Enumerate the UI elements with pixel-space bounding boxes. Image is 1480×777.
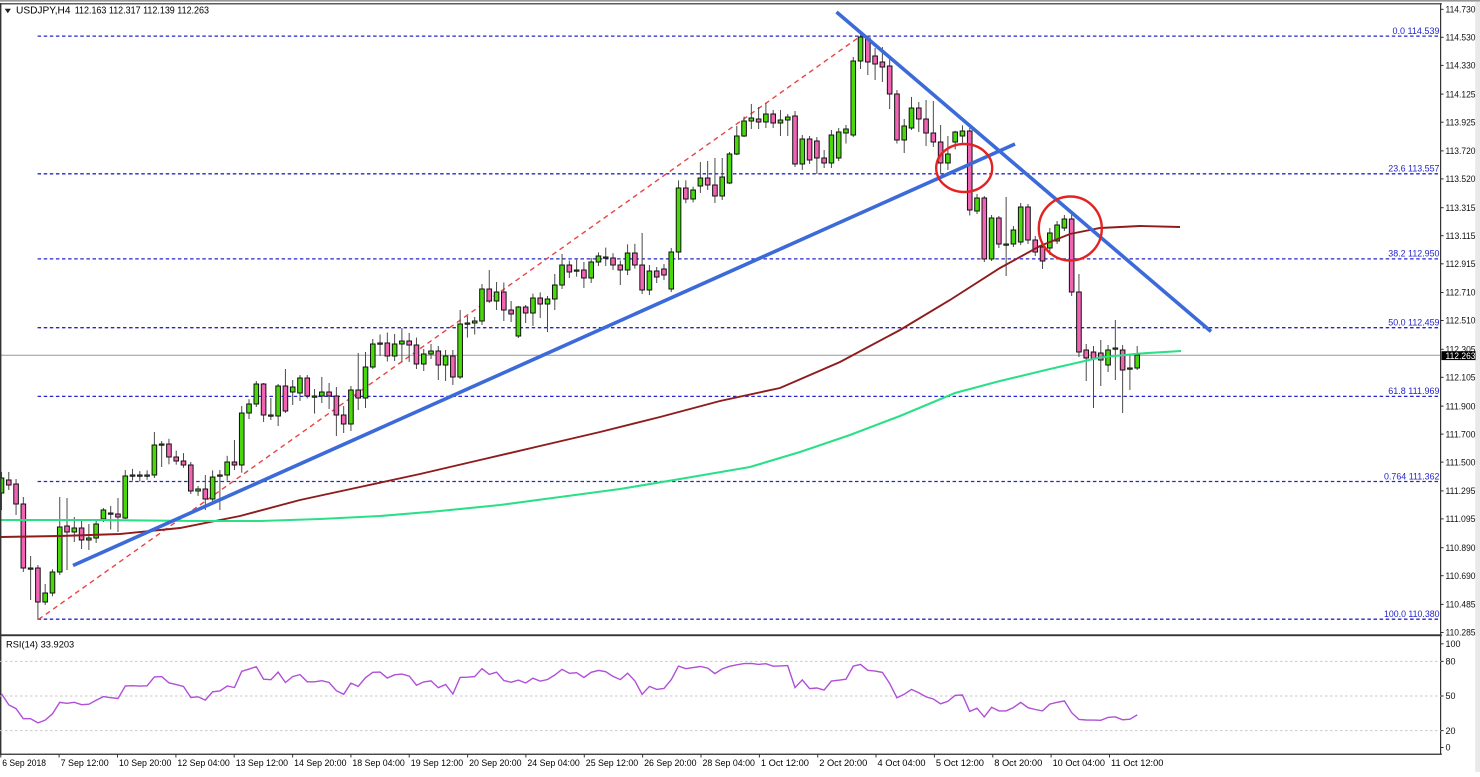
svg-text:112.263: 112.263: [1446, 351, 1476, 361]
svg-text:USDJPY,H4: USDJPY,H4: [16, 5, 71, 16]
svg-text:114.730: 114.730: [1446, 5, 1476, 15]
svg-text:110.890: 110.890: [1446, 543, 1476, 553]
svg-text:111.295: 111.295: [1446, 486, 1476, 496]
svg-text:110.690: 110.690: [1446, 571, 1476, 581]
svg-text:20 Sep 20:00: 20 Sep 20:00: [469, 758, 521, 769]
svg-text:RSI(14) 33.9203: RSI(14) 33.9203: [6, 640, 74, 650]
svg-text:110.485: 110.485: [1446, 600, 1476, 610]
svg-text:26 Sep 20:00: 26 Sep 20:00: [644, 758, 696, 769]
svg-text:100: 100: [1446, 639, 1461, 649]
svg-text:114.125: 114.125: [1446, 89, 1476, 99]
svg-text:13 Sep 12:00: 13 Sep 12:00: [236, 758, 288, 769]
svg-text:50: 50: [1446, 691, 1456, 701]
svg-text:24 Sep 04:00: 24 Sep 04:00: [527, 758, 579, 769]
svg-text:4 Oct 04:00: 4 Oct 04:00: [878, 758, 926, 769]
svg-text:28 Sep 04:00: 28 Sep 04:00: [703, 758, 755, 769]
svg-text:111.500: 111.500: [1446, 457, 1476, 467]
svg-text:7 Sep 12:00: 7 Sep 12:00: [61, 758, 109, 769]
svg-text:20: 20: [1446, 726, 1456, 736]
svg-text:113.520: 113.520: [1446, 174, 1476, 184]
svg-text:25 Sep 12:00: 25 Sep 12:00: [586, 758, 638, 769]
svg-text:114.530: 114.530: [1446, 33, 1476, 43]
svg-text:5 Oct 12:00: 5 Oct 12:00: [936, 758, 984, 769]
svg-text:100.0 110.380: 100.0 110.380: [1384, 609, 1440, 619]
svg-text:113.925: 113.925: [1446, 117, 1476, 127]
svg-text:11 Oct 12:00: 11 Oct 12:00: [1111, 758, 1163, 769]
svg-text:38.2 112.950: 38.2 112.950: [1388, 249, 1439, 259]
svg-text:23.6 113.557: 23.6 113.557: [1388, 164, 1439, 174]
svg-text:18 Sep 04:00: 18 Sep 04:00: [352, 758, 404, 769]
svg-text:8 Oct 20:00: 8 Oct 20:00: [994, 758, 1042, 769]
svg-text:14 Sep 20:00: 14 Sep 20:00: [294, 758, 346, 769]
svg-text:12 Sep 04:00: 12 Sep 04:00: [177, 758, 229, 769]
svg-text:50.0 112.459: 50.0 112.459: [1388, 318, 1439, 328]
svg-text:80: 80: [1446, 657, 1456, 667]
svg-text:10 Oct 04:00: 10 Oct 04:00: [1053, 758, 1105, 769]
svg-text:0.764 111.362: 0.764 111.362: [1384, 471, 1440, 481]
svg-text:0: 0: [1446, 743, 1451, 753]
svg-text:19 Sep 12:00: 19 Sep 12:00: [411, 758, 463, 769]
svg-text:2 Oct 20:00: 2 Oct 20:00: [819, 758, 867, 769]
svg-text:114.330: 114.330: [1446, 61, 1476, 71]
svg-text:112.305: 112.305: [1446, 345, 1476, 355]
svg-text:113.115: 113.115: [1446, 231, 1476, 241]
svg-text:112.105: 112.105: [1446, 373, 1476, 383]
svg-text:111.900: 111.900: [1446, 401, 1476, 411]
svg-text:113.720: 113.720: [1446, 146, 1476, 156]
svg-text:6 Sep 2018: 6 Sep 2018: [2, 758, 46, 769]
svg-text:61.8 111.969: 61.8 111.969: [1388, 386, 1439, 396]
svg-text:112.915: 112.915: [1446, 259, 1476, 269]
svg-text:112.163 112.317 112.139 112.26: 112.163 112.317 112.139 112.263: [75, 5, 210, 16]
svg-text:0.0 114.539: 0.0 114.539: [1393, 26, 1440, 36]
svg-text:111.095: 111.095: [1446, 514, 1476, 524]
svg-text:110.285: 110.285: [1446, 628, 1476, 638]
svg-text:111.700: 111.700: [1446, 429, 1476, 439]
svg-text:112.510: 112.510: [1446, 316, 1476, 326]
svg-text:113.315: 113.315: [1446, 203, 1476, 213]
svg-text:112.710: 112.710: [1446, 288, 1476, 298]
svg-text:1 Oct 12:00: 1 Oct 12:00: [761, 758, 809, 769]
svg-text:10 Sep 20:00: 10 Sep 20:00: [119, 758, 171, 769]
